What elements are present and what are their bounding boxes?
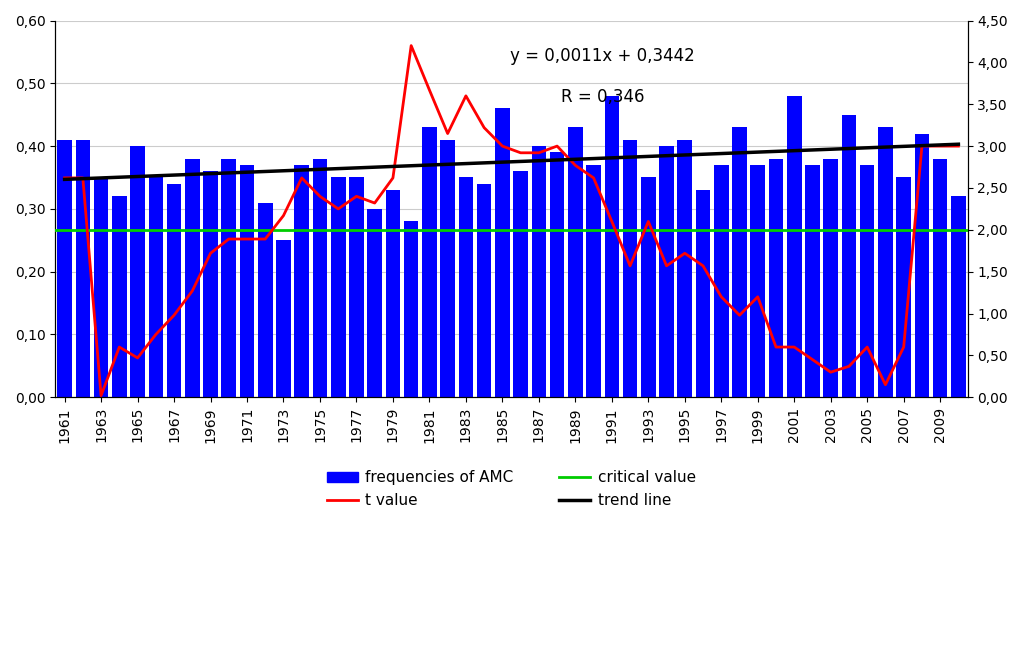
Bar bbox=[76, 140, 90, 397]
Bar bbox=[623, 140, 637, 397]
Bar bbox=[258, 202, 272, 397]
Bar bbox=[860, 165, 875, 397]
Bar bbox=[94, 177, 108, 397]
Bar bbox=[404, 221, 418, 397]
Bar bbox=[568, 127, 583, 397]
Bar bbox=[659, 146, 674, 397]
Bar bbox=[933, 158, 947, 397]
Bar bbox=[458, 177, 474, 397]
Bar bbox=[896, 177, 910, 397]
Bar bbox=[824, 158, 838, 397]
Legend: frequencies of AMC, t value, critical value, trend line: frequencies of AMC, t value, critical va… bbox=[321, 464, 702, 514]
Bar bbox=[751, 165, 765, 397]
Bar bbox=[842, 115, 856, 397]
Bar bbox=[204, 171, 218, 397]
Bar bbox=[330, 177, 346, 397]
Bar bbox=[130, 146, 145, 397]
Bar bbox=[495, 108, 509, 397]
Bar bbox=[221, 158, 236, 397]
Bar bbox=[641, 177, 656, 397]
Bar bbox=[532, 146, 546, 397]
Bar bbox=[440, 140, 455, 397]
Bar bbox=[386, 190, 400, 397]
Bar bbox=[768, 158, 784, 397]
Bar bbox=[367, 209, 382, 397]
Bar bbox=[549, 152, 565, 397]
Bar bbox=[276, 240, 291, 397]
Text: y = 0,0011x + 0,3442: y = 0,0011x + 0,3442 bbox=[510, 47, 695, 65]
Bar bbox=[167, 184, 181, 397]
Bar bbox=[951, 196, 966, 397]
Bar bbox=[878, 127, 893, 397]
Bar bbox=[586, 165, 601, 397]
Bar bbox=[239, 165, 255, 397]
Bar bbox=[915, 133, 929, 397]
Bar bbox=[185, 158, 199, 397]
Bar bbox=[696, 190, 710, 397]
Bar bbox=[422, 127, 437, 397]
Bar bbox=[148, 177, 163, 397]
Bar bbox=[514, 171, 528, 397]
Bar bbox=[349, 177, 364, 397]
Bar bbox=[113, 196, 127, 397]
Bar bbox=[57, 140, 72, 397]
Text: R = 0,346: R = 0,346 bbox=[561, 88, 644, 106]
Bar bbox=[677, 140, 693, 397]
Bar bbox=[805, 165, 819, 397]
Bar bbox=[787, 96, 802, 397]
Bar bbox=[477, 184, 491, 397]
Bar bbox=[295, 165, 309, 397]
Bar bbox=[605, 96, 619, 397]
Bar bbox=[732, 127, 747, 397]
Bar bbox=[714, 165, 728, 397]
Bar bbox=[313, 158, 327, 397]
